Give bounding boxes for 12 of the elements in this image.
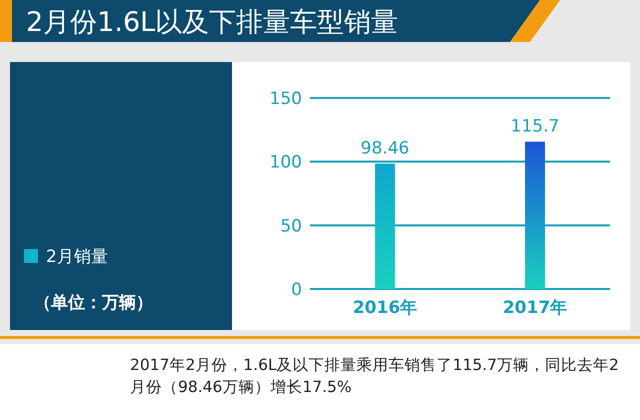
legend-label: 2月销量 (46, 247, 108, 267)
chart-title: 2月份1.6L以及下排量车型销量 (26, 7, 398, 38)
x-tick-label: 2017年 (502, 298, 568, 318)
y-tick-label: 150 (270, 89, 302, 109)
text: 2017年2月份，1.6L及以下排量乘用车销售了115.7万辆，同比去年2月份（98.46万辆）增长17.5% (130, 356, 619, 396)
y-tick-label: 50 (280, 216, 302, 236)
y-tick-label: 100 (270, 152, 302, 173)
data-label: 98.46 (360, 138, 410, 159)
x-tick-label: 2016年 (352, 298, 418, 318)
text: （单位：万辆） (34, 293, 153, 313)
data-label: 115.7 (510, 116, 560, 137)
y-tick-label: 0 (291, 280, 302, 300)
